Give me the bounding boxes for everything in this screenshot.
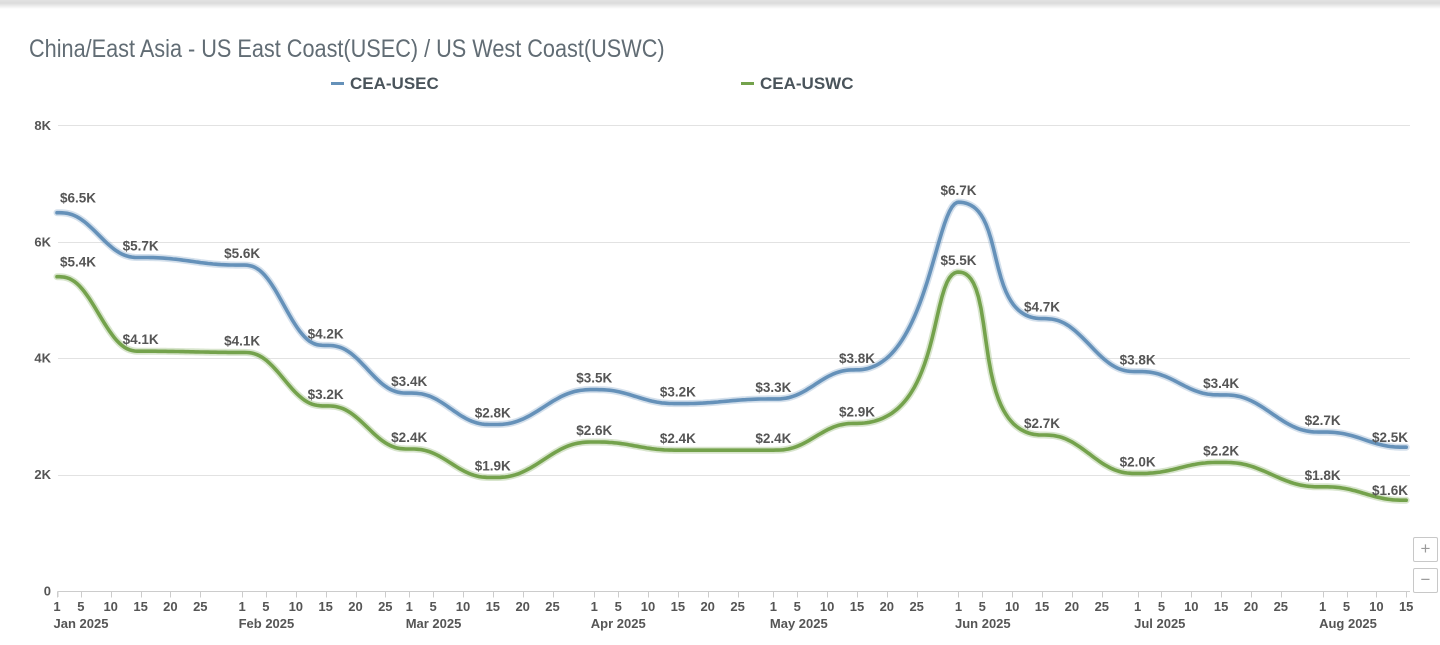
svg-text:$2.6K: $2.6K (576, 423, 612, 438)
svg-text:4K: 4K (34, 351, 51, 366)
svg-text:Jun 2025: Jun 2025 (955, 616, 1011, 631)
svg-text:1: 1 (406, 599, 413, 614)
svg-text:$4.2K: $4.2K (308, 326, 344, 341)
svg-text:$2.7K: $2.7K (1305, 413, 1341, 428)
svg-text:25: 25 (378, 599, 392, 614)
svg-text:$2.4K: $2.4K (660, 431, 696, 446)
svg-text:1: 1 (770, 599, 777, 614)
svg-text:1: 1 (591, 599, 598, 614)
svg-text:$2.9K: $2.9K (839, 404, 875, 419)
svg-text:15: 15 (671, 599, 685, 614)
svg-text:Feb 2025: Feb 2025 (239, 616, 295, 631)
svg-text:$3.4K: $3.4K (391, 374, 427, 389)
svg-text:1: 1 (1134, 599, 1141, 614)
svg-text:1: 1 (955, 599, 962, 614)
svg-text:$1.6K: $1.6K (1372, 483, 1408, 498)
svg-text:5: 5 (615, 599, 622, 614)
svg-text:$2.5K: $2.5K (1372, 430, 1408, 445)
svg-text:8K: 8K (34, 118, 51, 133)
svg-text:5: 5 (979, 599, 986, 614)
svg-text:5: 5 (77, 599, 84, 614)
svg-text:5: 5 (429, 599, 436, 614)
svg-text:5: 5 (794, 599, 801, 614)
svg-text:$2.7K: $2.7K (1024, 416, 1060, 431)
svg-text:15: 15 (850, 599, 864, 614)
svg-text:$1.8K: $1.8K (1305, 468, 1341, 483)
svg-text:$3.3K: $3.3K (755, 380, 791, 395)
svg-text:$6.5K: $6.5K (60, 191, 96, 206)
svg-text:Aug 2025: Aug 2025 (1319, 616, 1377, 631)
svg-text:10: 10 (641, 599, 655, 614)
svg-text:15: 15 (133, 599, 147, 614)
svg-text:$2.8K: $2.8K (475, 406, 511, 421)
svg-text:20: 20 (515, 599, 529, 614)
svg-text:15: 15 (1399, 599, 1413, 614)
svg-text:Jul 2025: Jul 2025 (1134, 616, 1185, 631)
svg-text:1: 1 (238, 599, 245, 614)
svg-text:15: 15 (1214, 599, 1228, 614)
svg-text:25: 25 (1274, 599, 1288, 614)
svg-text:$4.7K: $4.7K (1024, 300, 1060, 315)
svg-text:20: 20 (880, 599, 894, 614)
svg-text:6K: 6K (34, 234, 51, 249)
svg-text:2K: 2K (34, 467, 51, 482)
svg-text:20: 20 (163, 599, 177, 614)
svg-text:10: 10 (1184, 599, 1198, 614)
svg-text:1: 1 (1319, 599, 1326, 614)
svg-text:15: 15 (1035, 599, 1049, 614)
svg-text:1: 1 (53, 599, 60, 614)
svg-text:25: 25 (730, 599, 744, 614)
svg-text:$2.4K: $2.4K (755, 431, 791, 446)
svg-text:$4.1K: $4.1K (123, 332, 159, 347)
svg-text:$2.0K: $2.0K (1120, 454, 1156, 469)
svg-text:May 2025: May 2025 (770, 616, 828, 631)
svg-text:25: 25 (1095, 599, 1109, 614)
svg-text:Apr 2025: Apr 2025 (591, 616, 646, 631)
svg-text:$5.4K: $5.4K (60, 255, 96, 270)
svg-text:10: 10 (456, 599, 470, 614)
svg-text:10: 10 (1369, 599, 1383, 614)
svg-text:20: 20 (1244, 599, 1258, 614)
svg-text:$6.7K: $6.7K (940, 183, 976, 198)
svg-text:0: 0 (44, 584, 51, 599)
svg-text:25: 25 (909, 599, 923, 614)
svg-text:5: 5 (1158, 599, 1165, 614)
svg-text:10: 10 (103, 599, 117, 614)
svg-text:15: 15 (486, 599, 500, 614)
svg-text:$5.5K: $5.5K (940, 253, 976, 268)
svg-text:5: 5 (1343, 599, 1350, 614)
svg-text:25: 25 (193, 599, 207, 614)
svg-text:$2.4K: $2.4K (391, 430, 427, 445)
svg-text:$3.4K: $3.4K (1203, 376, 1239, 391)
svg-text:25: 25 (545, 599, 559, 614)
svg-text:5: 5 (262, 599, 269, 614)
svg-text:$1.9K: $1.9K (475, 459, 511, 474)
svg-text:20: 20 (348, 599, 362, 614)
svg-text:$5.6K: $5.6K (224, 246, 260, 261)
svg-text:Jan 2025: Jan 2025 (54, 616, 109, 631)
svg-text:20: 20 (700, 599, 714, 614)
svg-text:10: 10 (1005, 599, 1019, 614)
svg-text:$2.2K: $2.2K (1203, 443, 1239, 458)
svg-text:Mar 2025: Mar 2025 (406, 616, 462, 631)
svg-text:10: 10 (820, 599, 834, 614)
svg-text:$4.1K: $4.1K (224, 333, 260, 348)
svg-text:$5.7K: $5.7K (123, 239, 159, 254)
svg-text:$3.5K: $3.5K (576, 371, 612, 386)
svg-text:$3.2K: $3.2K (308, 387, 344, 402)
svg-text:$3.8K: $3.8K (839, 351, 875, 366)
svg-text:10: 10 (289, 599, 303, 614)
svg-text:15: 15 (318, 599, 332, 614)
svg-text:20: 20 (1065, 599, 1079, 614)
svg-text:$3.2K: $3.2K (660, 385, 696, 400)
svg-text:$3.8K: $3.8K (1120, 353, 1156, 368)
